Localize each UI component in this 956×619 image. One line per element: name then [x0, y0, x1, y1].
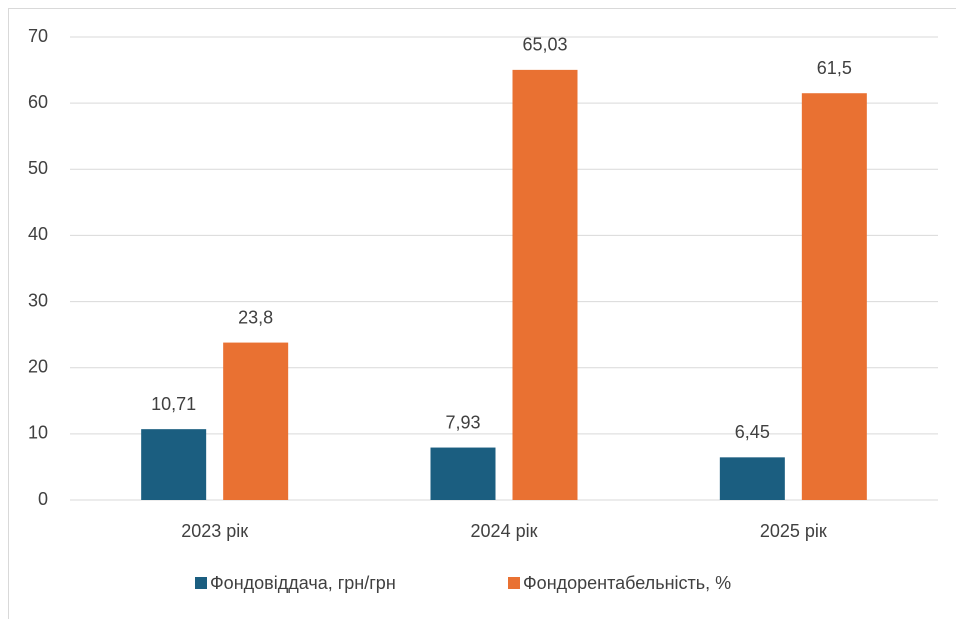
bar: [801, 93, 867, 500]
x-tick-label: 2024 рік: [471, 521, 538, 541]
bar: [141, 429, 207, 500]
y-tick-label: 50: [28, 158, 48, 178]
y-tick-label: 30: [28, 290, 48, 310]
bar: [512, 69, 578, 501]
x-tick-label: 2023 рік: [181, 521, 248, 541]
y-tick-label: 20: [28, 356, 48, 376]
bar: [430, 447, 496, 500]
y-tick-label: 0: [38, 489, 48, 509]
data-label: 6,45: [735, 422, 770, 442]
legend-swatch: [508, 577, 520, 589]
y-tick-label: 60: [28, 92, 48, 112]
data-label: 61,5: [817, 58, 852, 78]
y-tick-label: 40: [28, 224, 48, 244]
y-tick-label: 10: [28, 423, 48, 443]
x-tick-label: 2025 рік: [760, 521, 827, 541]
legend-label: Фондовіддача, грн/грн: [210, 573, 396, 593]
legend-swatch: [195, 577, 207, 589]
chart-border: [8, 8, 956, 619]
bar: [223, 342, 289, 500]
data-label: 23,8: [238, 307, 273, 327]
data-label: 7,93: [445, 412, 480, 432]
data-label: 10,71: [151, 394, 196, 414]
bar: [719, 457, 785, 500]
y-tick-label: 70: [28, 26, 48, 46]
data-label: 65,03: [522, 35, 567, 55]
legend-label: Фондорентабельність, %: [523, 573, 731, 593]
